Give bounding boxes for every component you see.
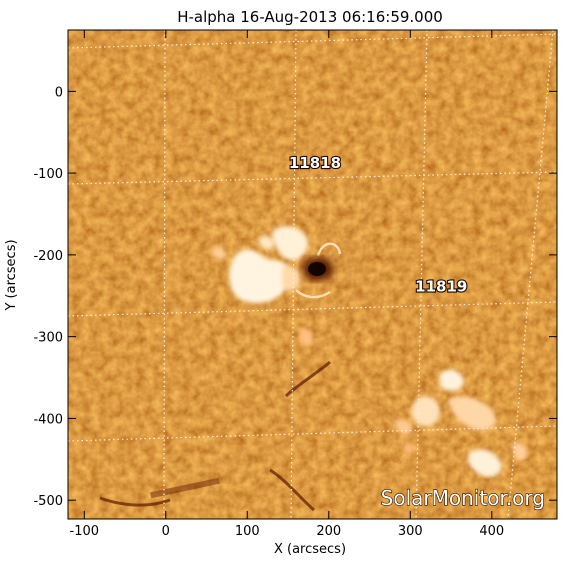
active-region-labels: 11818 11819 — [288, 153, 469, 297]
y-tick-label: -300 — [33, 331, 63, 346]
plage-ar-11818 — [212, 226, 314, 347]
x-tick-label: 200 — [316, 524, 341, 539]
x-tick-label: 0 — [162, 524, 170, 539]
y-axis-ticks: 0 -100 -200 -300 -400 -500 — [33, 85, 557, 509]
plot-frame — [67, 29, 558, 520]
y-tick-label: -100 — [33, 167, 63, 182]
x-tick-label: 300 — [398, 524, 423, 539]
sunspot — [302, 257, 334, 281]
x-tick-label: 400 — [479, 524, 504, 539]
image-area — [68, 30, 557, 519]
active-region-label: 11819 — [415, 278, 467, 296]
dark-lane-lower-left — [150, 477, 220, 499]
y-tick-label: 0 — [55, 85, 63, 100]
y-tick-label: -200 — [33, 249, 63, 264]
x-tick-label: 100 — [235, 524, 260, 539]
heliographic-grid — [68, 30, 557, 519]
loop-structures — [295, 242, 342, 299]
x-axis-label: X (arcsecs) — [274, 542, 346, 557]
y-tick-label: -400 — [33, 412, 63, 427]
x-axis-ticks: -100 0 100 200 300 400 — [70, 30, 504, 539]
y-axis-label: Y (arcsecs) — [4, 239, 19, 311]
x-tick-label: -100 — [70, 524, 100, 539]
active-region-label: 11818 — [289, 154, 341, 172]
dark-filaments — [99, 360, 331, 512]
plot-title: H-alpha 16-Aug-2013 06:16:59.000 — [177, 8, 443, 26]
y-tick-label: -500 — [33, 494, 63, 509]
watermark-text: SolarMonitor.org — [381, 486, 545, 510]
